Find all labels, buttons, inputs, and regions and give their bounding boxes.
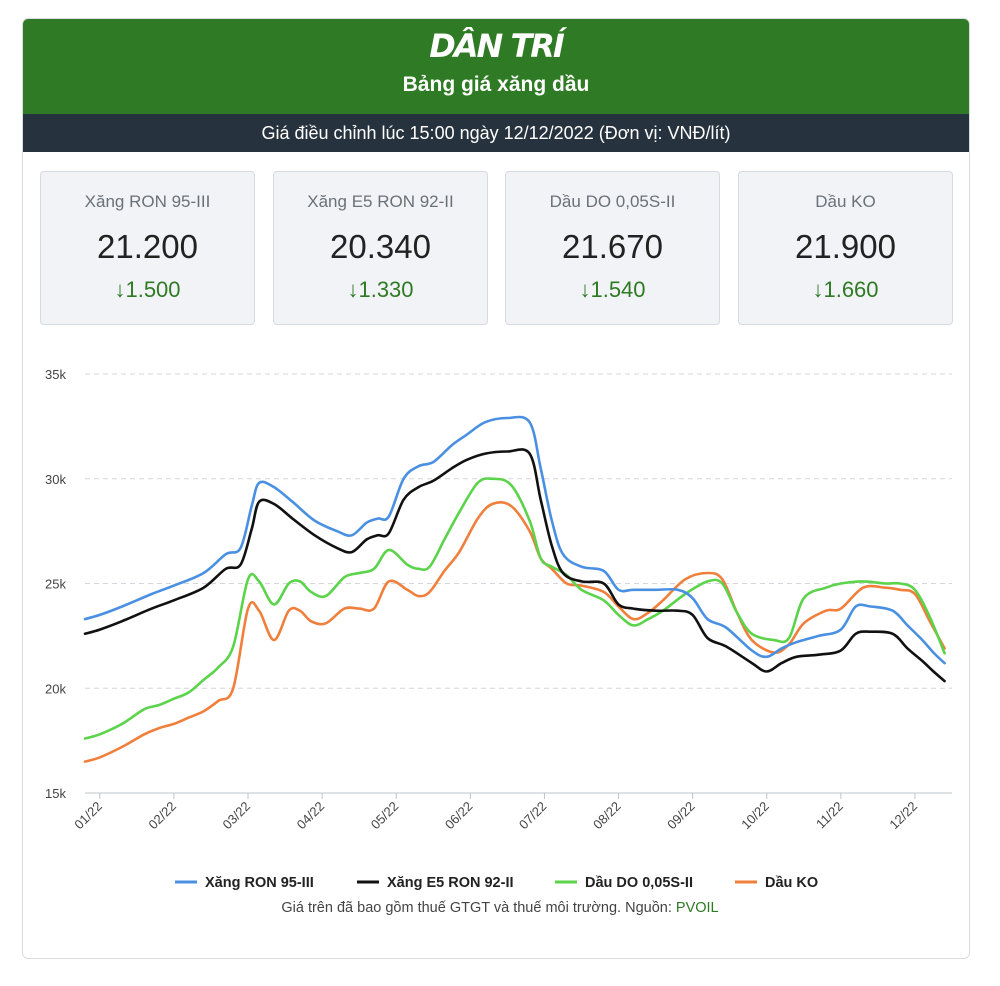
page-title: Bảng giá xăng dầu xyxy=(402,73,590,96)
tile-change-value: 1.540 xyxy=(590,277,646,302)
tile-change: ↓1.330 xyxy=(274,277,487,303)
series-line-4 xyxy=(83,501,946,763)
update-time-bar: Giá điều chỉnh lúc 15:00 ngày 12/12/2022… xyxy=(23,114,969,152)
source-link[interactable]: PVOIL xyxy=(675,900,719,916)
arrow-down-icon: ↓ xyxy=(812,277,824,302)
tile-change-value: 1.500 xyxy=(125,277,181,302)
x-tick-label: 04/22 xyxy=(294,799,328,833)
y-tick-label: 25k xyxy=(45,577,66,592)
tile-name: Xăng RON 95-III xyxy=(84,192,211,211)
arrow-down-icon: ↓ xyxy=(347,277,359,302)
price-tile-ko: Dầu KO 21.900 ↓1.660 xyxy=(738,171,953,325)
tile-change-value: 1.660 xyxy=(823,277,879,302)
tile-change: ↓1.500 xyxy=(41,277,254,303)
tile-name: Xăng E5 RON 92-II xyxy=(307,192,454,211)
tile-price: 20.340 xyxy=(330,228,431,265)
x-tick-label: 12/22 xyxy=(886,799,920,833)
x-tick-label: 06/22 xyxy=(442,799,476,833)
legend-label: Xăng RON 95-III xyxy=(205,875,314,891)
tile-price: 21.900 xyxy=(795,228,896,265)
legend-label: Dầu KO xyxy=(765,875,818,891)
x-tick-label: 09/22 xyxy=(664,799,698,833)
series-line-1 xyxy=(83,415,946,665)
x-tick-label: 10/22 xyxy=(738,799,772,833)
x-tick-label: 03/22 xyxy=(220,799,254,833)
arrow-down-icon: ↓ xyxy=(114,277,126,302)
price-tile-ron95: Xăng RON 95-III 21.200 ↓1.500 xyxy=(40,171,255,325)
footnote-text: Giá trên đã bao gồm thuế GTGT và thuế mô… xyxy=(281,900,676,916)
price-card: DÂN TRÍ Bảng giá xăng dầu Giá điều chỉnh… xyxy=(22,18,970,959)
y-tick-label: 15k xyxy=(45,786,66,801)
footnote: Giá trên đã bao gồm thuế GTGT và thuế mô… xyxy=(0,900,1000,916)
tile-change: ↓1.660 xyxy=(739,277,952,303)
y-tick-label: 30k xyxy=(45,472,66,487)
tile-name: Dầu KO xyxy=(815,192,876,211)
x-tick-label: 01/22 xyxy=(71,799,105,833)
x-tick-label: 02/22 xyxy=(145,799,179,833)
x-tick-label: 07/22 xyxy=(516,799,550,833)
tile-change: ↓1.540 xyxy=(506,277,719,303)
arrow-down-icon: ↓ xyxy=(579,277,591,302)
x-tick-label: 11/22 xyxy=(813,799,846,832)
tile-change-value: 1.330 xyxy=(358,277,414,302)
header-banner: DÂN TRÍ Bảng giá xăng dầu xyxy=(23,19,969,114)
x-tick-label: 08/22 xyxy=(590,799,624,833)
tile-price: 21.200 xyxy=(97,228,198,265)
legend-label: Dầu DO 0,05S-II xyxy=(585,875,693,891)
y-tick-label: 35k xyxy=(45,367,66,382)
legend-label: Xăng E5 RON 92-II xyxy=(387,875,514,891)
y-tick-label: 20k xyxy=(45,681,66,696)
x-tick-label: 05/22 xyxy=(368,799,402,833)
dantri-logo: DÂN TRÍ xyxy=(429,27,565,65)
price-tile-do005s: Dầu DO 0,05S-II 21.670 ↓1.540 xyxy=(505,171,720,325)
series-line-3 xyxy=(83,477,946,740)
tile-name: Dầu DO 0,05S-II xyxy=(549,192,676,211)
price-tile-e5ron92: Xăng E5 RON 92-II 20.340 ↓1.330 xyxy=(273,171,488,325)
series-line-2 xyxy=(83,448,946,683)
tile-price: 21.670 xyxy=(562,228,663,265)
